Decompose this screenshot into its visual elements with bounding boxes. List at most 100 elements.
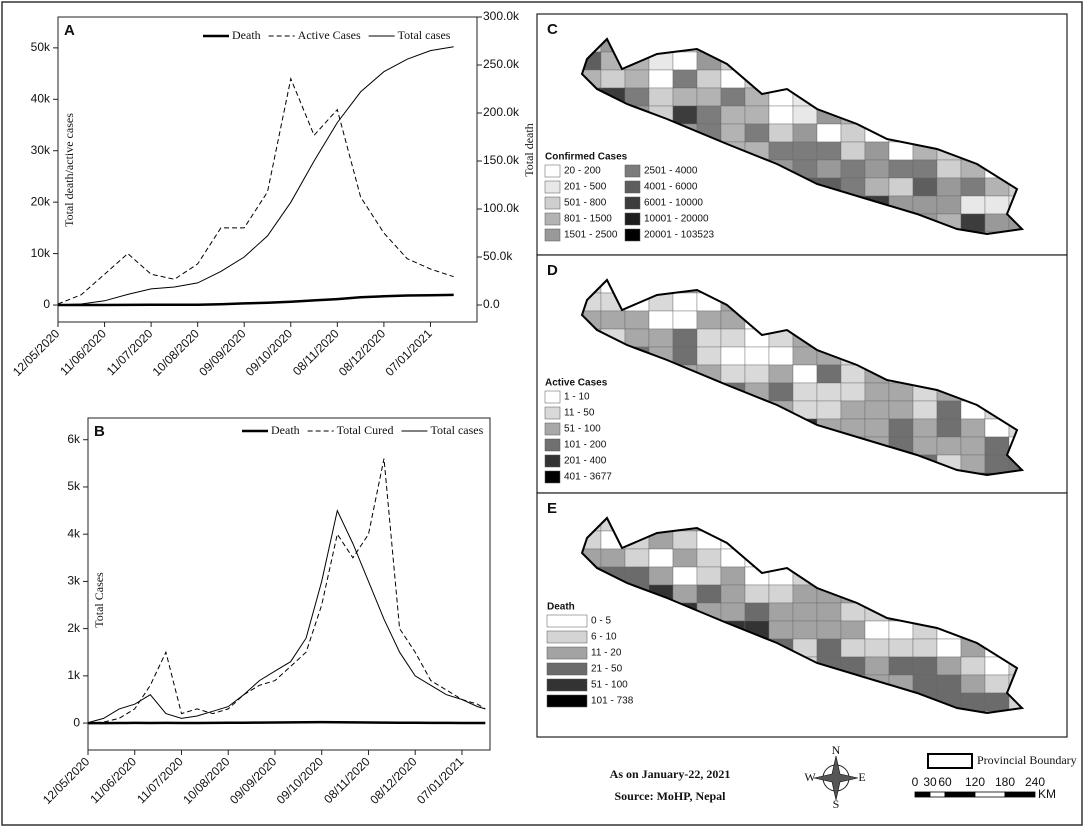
district [912, 638, 938, 658]
legend-swatch [544, 406, 561, 420]
date-note: As on January-22, 2021 [610, 767, 731, 781]
legend-label: 101 - 738 [591, 696, 634, 707]
district [672, 530, 698, 550]
district [912, 400, 938, 420]
district [840, 141, 866, 161]
district [936, 400, 962, 420]
district [912, 418, 938, 438]
district [888, 418, 914, 438]
district [912, 159, 938, 179]
district [912, 195, 938, 215]
x-tick-label: 11/07/2020 [104, 326, 156, 378]
y-tick-label: 4k [67, 526, 81, 540]
y-tick-label: 3k [67, 574, 81, 588]
district [936, 418, 962, 438]
district [936, 195, 962, 215]
district [864, 141, 890, 161]
y-tick-label: 0 [43, 297, 50, 311]
legend-label: 201 - 500 [564, 182, 607, 193]
panel-label: B [94, 423, 105, 440]
district [960, 195, 986, 215]
series-line [57, 76, 454, 305]
legend-title: Active Cases [545, 378, 608, 389]
x-tick-label: 10/08/2020 [150, 326, 203, 379]
x-tick-label: 12/05/2020 [10, 326, 63, 379]
legend-swatch [544, 470, 561, 484]
district [792, 584, 818, 604]
district [816, 159, 842, 179]
district [936, 159, 962, 179]
district [648, 310, 674, 330]
district [888, 141, 914, 161]
district [624, 69, 650, 89]
district [792, 141, 818, 161]
district [720, 602, 746, 622]
legend-label: 21 - 50 [591, 664, 623, 675]
compass-star [813, 755, 859, 801]
y2-tick-label: 50.0k [483, 249, 513, 263]
legend-swatch [544, 422, 561, 436]
x-tick-label: 11/07/2020 [134, 754, 186, 806]
y2-tick-label: 0.0 [483, 297, 500, 311]
district [792, 123, 818, 143]
y-axis-label: Total death/active cases [62, 113, 76, 227]
district [936, 674, 962, 694]
legend-swatch [546, 630, 588, 644]
x-tick-label: 09/10/2020 [243, 326, 296, 379]
legend-label: 401 - 3677 [564, 472, 612, 483]
series-line [57, 46, 454, 306]
series-line [58, 293, 454, 307]
district [744, 105, 770, 125]
legend-label: 6 - 10 [591, 632, 617, 643]
district [768, 602, 794, 622]
y-tick-label: 40k [31, 91, 51, 105]
plot-frame [57, 16, 478, 323]
district [792, 382, 818, 402]
district [600, 548, 626, 568]
district [648, 87, 674, 107]
district [864, 638, 890, 658]
legend-swatch [544, 228, 561, 242]
x-tick-label: 12/05/2020 [40, 754, 93, 807]
district [768, 584, 794, 604]
scale-label: 0 [912, 775, 919, 789]
district [816, 364, 842, 384]
district [864, 656, 890, 676]
x-tick-label: 09/09/2020 [227, 754, 280, 807]
district [792, 346, 818, 366]
district [960, 418, 986, 438]
district [888, 177, 914, 197]
district [888, 620, 914, 640]
series-line [87, 458, 486, 724]
legend-label: 10001 - 20000 [644, 214, 709, 225]
y2-tick-label: 200.0k [483, 105, 520, 119]
district [600, 310, 626, 330]
district [672, 548, 698, 568]
compass-letter: S [833, 797, 840, 811]
district [864, 382, 890, 402]
district [816, 602, 842, 622]
legend-label: 201 - 400 [564, 456, 607, 467]
district [960, 674, 986, 694]
district [648, 328, 674, 348]
plot-frame [87, 417, 491, 751]
legend-swatch [546, 614, 588, 628]
district [672, 105, 698, 125]
district [744, 346, 770, 366]
legend-label: Death [271, 423, 300, 437]
x-tick-label: 11/06/2020 [87, 754, 139, 806]
y-tick-label: 50k [31, 40, 51, 54]
legend-label: 4001 - 6000 [644, 182, 698, 193]
legend-label: Total cases [430, 423, 483, 437]
district [696, 87, 722, 107]
scale-label: 60 [938, 775, 952, 789]
district [744, 584, 770, 604]
legend-label: 801 - 1500 [564, 214, 612, 225]
legend-swatch [544, 390, 561, 404]
panel-label: A [64, 22, 75, 39]
compass-letter: E [858, 770, 865, 784]
legend-label: 1501 - 2500 [564, 230, 618, 241]
district [840, 638, 866, 658]
scale-label: 120 [965, 775, 985, 789]
y-tick-label: 2k [67, 621, 81, 635]
